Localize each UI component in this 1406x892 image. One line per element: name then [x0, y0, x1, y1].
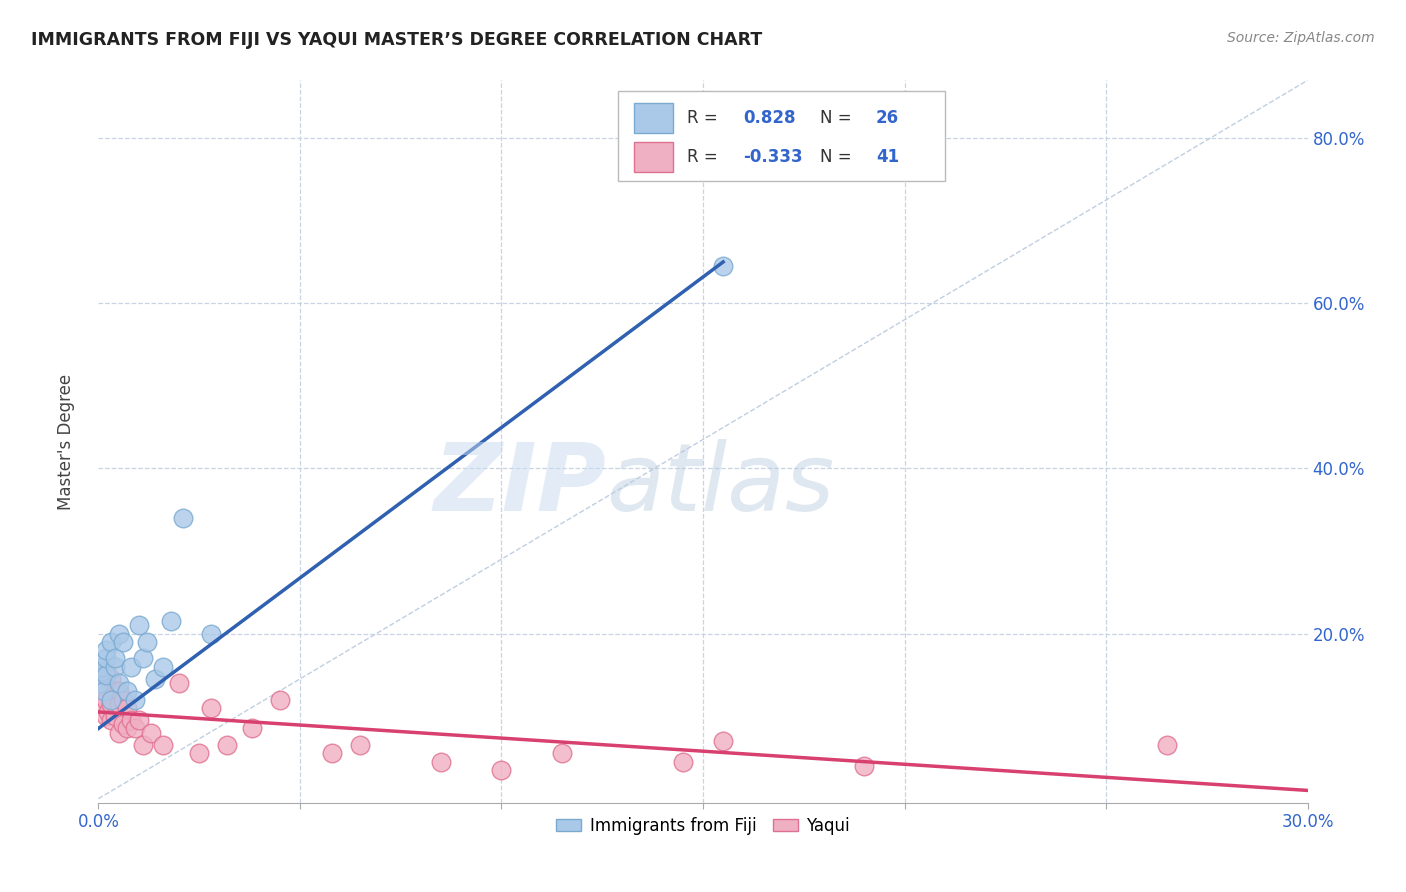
- FancyBboxPatch shape: [634, 142, 672, 172]
- Point: [100, 697, 122, 711]
- Point: [96, 692, 118, 706]
- Point: [107, 697, 129, 711]
- Point: [551, 746, 574, 760]
- Point: [100, 713, 122, 727]
- Text: 0.828: 0.828: [742, 109, 796, 127]
- Point: [91, 664, 114, 678]
- Point: [96, 664, 118, 678]
- Legend: Immigrants from Fiji, Yaqui: Immigrants from Fiji, Yaqui: [550, 810, 856, 841]
- Point: [115, 722, 138, 736]
- Point: [240, 722, 263, 736]
- Point: [96, 709, 118, 723]
- Point: [96, 651, 118, 665]
- Text: 26: 26: [876, 109, 898, 127]
- Point: [430, 755, 453, 769]
- Point: [91, 676, 114, 690]
- Point: [160, 614, 183, 628]
- Point: [132, 651, 155, 665]
- Text: R =: R =: [688, 109, 723, 127]
- Point: [115, 684, 138, 698]
- Point: [107, 676, 129, 690]
- Point: [152, 738, 174, 752]
- Point: [96, 643, 118, 657]
- Point: [269, 692, 291, 706]
- Point: [132, 738, 155, 752]
- Text: -0.333: -0.333: [742, 148, 803, 166]
- Point: [491, 763, 513, 777]
- Point: [172, 511, 194, 525]
- Point: [200, 626, 222, 640]
- Text: N =: N =: [820, 148, 858, 166]
- Point: [120, 713, 142, 727]
- Text: 41: 41: [876, 148, 898, 166]
- Point: [167, 676, 190, 690]
- Text: IMMIGRANTS FROM FIJI VS YAQUI MASTER’S DEGREE CORRELATION CHART: IMMIGRANTS FROM FIJI VS YAQUI MASTER’S D…: [31, 31, 762, 49]
- Point: [103, 709, 125, 723]
- Point: [124, 692, 146, 706]
- Point: [135, 634, 157, 648]
- Point: [124, 722, 146, 736]
- Point: [1156, 738, 1178, 752]
- Point: [128, 713, 150, 727]
- Point: [91, 668, 114, 682]
- Point: [107, 684, 129, 698]
- Point: [672, 755, 695, 769]
- Point: [89, 676, 111, 690]
- Point: [103, 659, 125, 673]
- Text: ZIP: ZIP: [433, 439, 606, 531]
- Point: [217, 738, 239, 752]
- Point: [111, 692, 134, 706]
- Point: [711, 259, 734, 273]
- Point: [97, 705, 120, 719]
- Point: [853, 758, 876, 772]
- Point: [321, 746, 343, 760]
- Text: Source: ZipAtlas.com: Source: ZipAtlas.com: [1227, 31, 1375, 45]
- Point: [100, 634, 122, 648]
- Point: [107, 626, 129, 640]
- Point: [139, 725, 162, 739]
- Point: [143, 672, 166, 686]
- Text: R =: R =: [688, 148, 723, 166]
- Point: [128, 618, 150, 632]
- Y-axis label: Master's Degree: Master's Degree: [56, 374, 75, 509]
- Point: [188, 746, 211, 760]
- Point: [111, 634, 134, 648]
- Point: [107, 725, 129, 739]
- Point: [91, 689, 114, 703]
- Point: [152, 659, 174, 673]
- Point: [93, 697, 115, 711]
- Text: atlas: atlas: [606, 440, 835, 531]
- Point: [100, 692, 122, 706]
- Point: [100, 672, 122, 686]
- Point: [96, 668, 118, 682]
- Point: [115, 701, 138, 715]
- Point: [349, 738, 371, 752]
- Point: [91, 659, 114, 673]
- Point: [103, 651, 125, 665]
- FancyBboxPatch shape: [619, 91, 945, 181]
- Point: [200, 701, 222, 715]
- Point: [111, 717, 134, 731]
- Text: N =: N =: [820, 109, 858, 127]
- FancyBboxPatch shape: [634, 103, 672, 133]
- Point: [103, 684, 125, 698]
- Point: [711, 734, 734, 748]
- Point: [93, 684, 115, 698]
- Point: [120, 659, 142, 673]
